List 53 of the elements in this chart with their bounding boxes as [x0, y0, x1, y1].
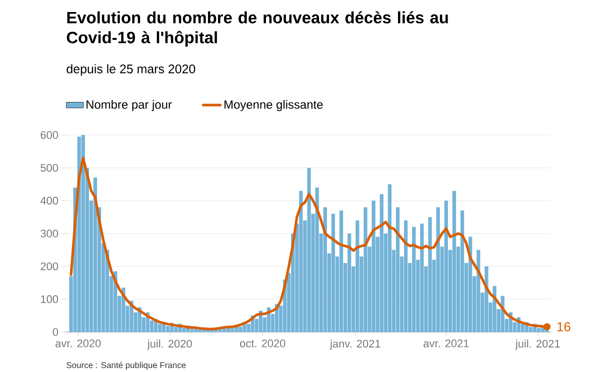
bar — [174, 327, 178, 332]
bar — [93, 178, 98, 332]
x-tick-label: juil. 2020 — [147, 340, 192, 350]
bar — [230, 328, 234, 332]
bar — [444, 200, 448, 332]
bar — [372, 200, 376, 332]
bar — [484, 266, 488, 332]
bar — [460, 210, 464, 332]
bar — [122, 288, 126, 332]
bar — [380, 194, 384, 332]
y-tick-label: 100 — [41, 295, 58, 304]
bar — [404, 220, 408, 332]
bar — [166, 326, 170, 332]
bar — [190, 328, 194, 332]
bar — [492, 286, 496, 332]
y-tick-label: 500 — [40, 164, 58, 172]
x-tick-label: janv. 2021 — [330, 340, 380, 350]
x-tick-label: juil. 2021 — [515, 340, 560, 350]
bar — [420, 224, 424, 332]
chart-title: Evolution du nombre de nouveaux décès liés au Covid-19 à l'hôpital — [66, 11, 448, 47]
y-tick-label: 300 — [40, 230, 58, 238]
legend-label: Moyenne glissante — [224, 100, 323, 112]
annotation: 16 — [557, 322, 570, 332]
bar — [396, 207, 400, 332]
bar — [307, 168, 311, 332]
bar — [356, 220, 360, 332]
chart-subtitle: depuis le 25 mars 2020 — [66, 64, 196, 76]
bar — [388, 184, 392, 332]
bar — [182, 328, 186, 332]
bar — [428, 217, 432, 332]
bar — [452, 190, 456, 332]
y-tick-label: 0 — [52, 328, 58, 336]
bar — [476, 250, 480, 332]
bar — [537, 328, 541, 332]
bar — [222, 328, 226, 332]
x-tick-label: avr. 2020 — [56, 340, 101, 348]
bar — [364, 207, 368, 332]
y-tick-label: 600 — [40, 131, 58, 139]
bar — [412, 226, 416, 332]
bar — [436, 207, 440, 332]
y-tick-label: 400 — [40, 196, 58, 205]
x-tick-label: avr. 2021 — [424, 340, 469, 348]
x-tick-label: oct. 2020 — [240, 340, 286, 348]
y-tick-label: 200 — [40, 262, 58, 270]
bar — [348, 234, 352, 332]
bar — [299, 190, 303, 332]
source-note: Source : Santé publique France — [66, 362, 186, 370]
legend-label: Nombre par jour — [86, 100, 172, 112]
bar — [81, 135, 85, 332]
bar — [315, 188, 319, 332]
bar — [323, 207, 327, 332]
bar — [339, 210, 344, 332]
bar — [331, 214, 336, 332]
